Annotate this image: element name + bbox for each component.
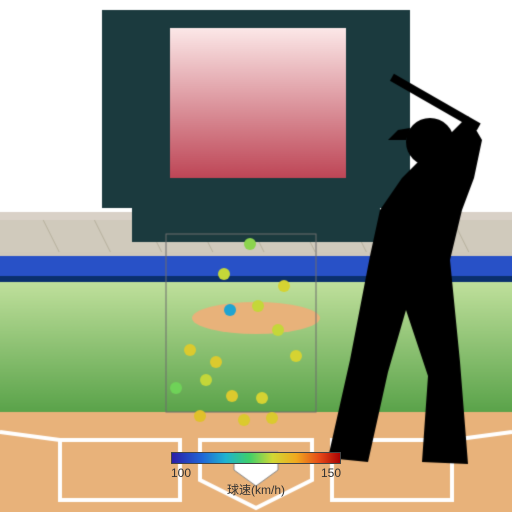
legend-ticks: 100 150 — [171, 466, 341, 480]
legend-gradient-bar — [171, 452, 341, 464]
pitch-location-chart — [0, 0, 512, 512]
legend-tick: 150 — [321, 466, 341, 480]
legend-axis-label: 球速(km/h) — [171, 481, 341, 498]
color-legend: 100 150 球速(km/h) — [171, 452, 341, 498]
legend-tick: 100 — [171, 466, 191, 480]
